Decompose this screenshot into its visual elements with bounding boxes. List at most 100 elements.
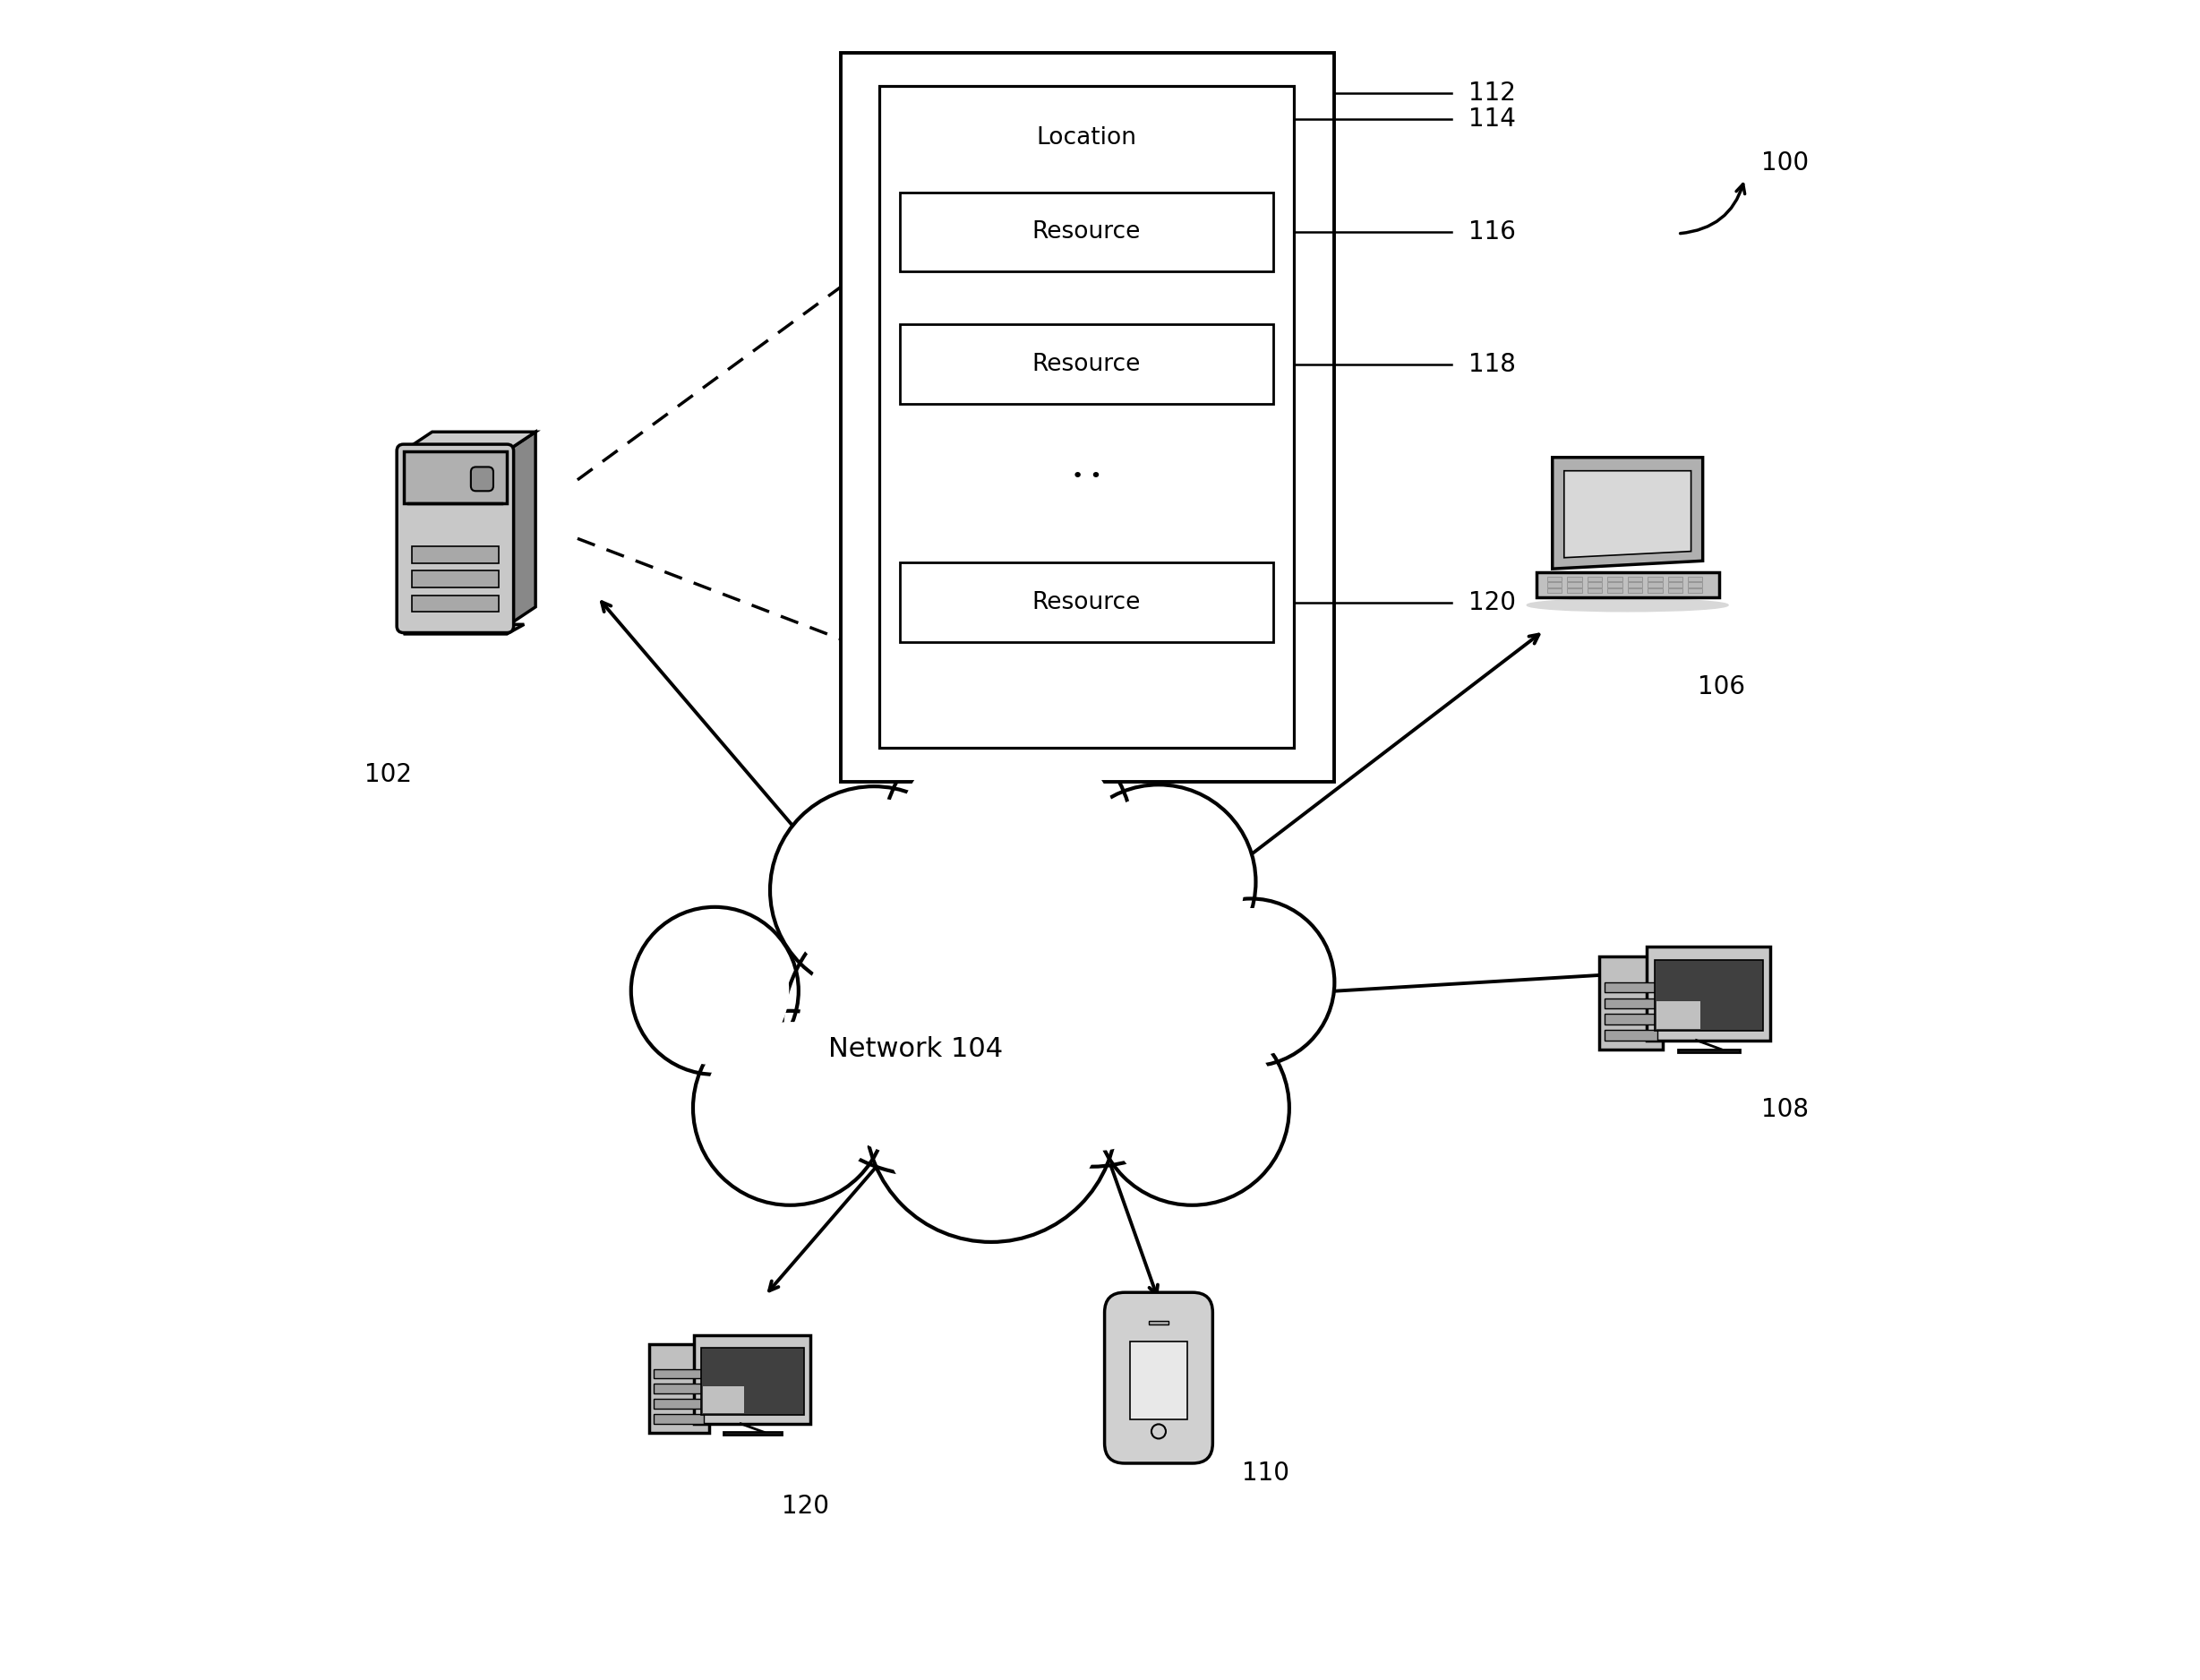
Bar <box>1604 1030 1657 1040</box>
Bar <box>1547 583 1562 586</box>
Circle shape <box>957 899 1225 1166</box>
Text: Resource: Resource <box>1032 591 1142 613</box>
Bar <box>1604 983 1657 993</box>
Bar <box>1608 576 1621 581</box>
Polygon shape <box>1553 457 1703 570</box>
Circle shape <box>1166 899 1335 1067</box>
Text: 100: 100 <box>1762 150 1808 175</box>
Bar <box>900 324 1274 403</box>
Bar <box>1657 1001 1701 1028</box>
Bar <box>1604 998 1657 1008</box>
Bar <box>1599 956 1663 1050</box>
Text: 106: 106 <box>1698 675 1745 699</box>
Bar <box>1628 583 1641 586</box>
Text: 110: 110 <box>1243 1460 1289 1485</box>
Bar <box>1588 576 1602 581</box>
Bar <box>1604 1015 1657 1025</box>
Bar <box>693 1336 812 1423</box>
Circle shape <box>1107 1023 1278 1193</box>
Text: • •: • • <box>1071 467 1102 486</box>
Bar <box>1588 583 1602 586</box>
Bar <box>1668 576 1683 581</box>
Bar <box>1588 588 1602 593</box>
Polygon shape <box>403 432 535 450</box>
Circle shape <box>631 907 799 1075</box>
Bar <box>1608 583 1621 586</box>
Circle shape <box>770 786 977 995</box>
FancyBboxPatch shape <box>396 444 513 633</box>
Bar <box>649 1344 708 1433</box>
Bar <box>1547 588 1562 593</box>
Bar <box>653 1415 704 1423</box>
Ellipse shape <box>1527 598 1729 612</box>
Bar <box>1687 588 1703 593</box>
FancyBboxPatch shape <box>1104 1292 1212 1463</box>
Bar <box>1148 1320 1168 1324</box>
Bar <box>1679 1050 1740 1052</box>
Bar <box>1566 588 1582 593</box>
Text: Resource: Resource <box>1032 353 1142 376</box>
Text: 120: 120 <box>781 1494 829 1519</box>
Text: 116: 116 <box>1467 220 1516 244</box>
Text: 112: 112 <box>1467 81 1516 106</box>
Circle shape <box>1177 909 1324 1057</box>
Circle shape <box>865 991 1118 1242</box>
Ellipse shape <box>1115 1436 1203 1446</box>
Bar <box>880 86 1294 748</box>
Bar <box>1687 576 1703 581</box>
Bar <box>653 1384 704 1394</box>
Circle shape <box>1060 785 1256 979</box>
Text: 120: 120 <box>1467 590 1516 615</box>
Polygon shape <box>506 432 535 627</box>
Bar <box>411 595 499 612</box>
Circle shape <box>1096 1011 1289 1205</box>
Bar <box>411 571 499 588</box>
FancyBboxPatch shape <box>471 467 493 491</box>
Bar <box>1547 576 1562 581</box>
Text: 118: 118 <box>1467 351 1516 376</box>
Circle shape <box>693 1011 887 1205</box>
Bar <box>702 1347 803 1415</box>
Circle shape <box>640 917 788 1065</box>
Bar <box>900 563 1274 642</box>
Bar <box>1654 959 1762 1032</box>
Circle shape <box>781 890 1067 1174</box>
Bar <box>1648 576 1663 581</box>
Bar <box>1668 588 1683 593</box>
Bar <box>1536 571 1718 598</box>
Bar <box>411 546 499 563</box>
Bar <box>403 450 506 504</box>
Bar <box>1566 583 1582 586</box>
Text: Location: Location <box>1036 126 1137 150</box>
Bar <box>653 1399 704 1408</box>
Bar <box>1648 583 1663 586</box>
Bar <box>1608 588 1621 593</box>
Bar <box>1648 948 1771 1040</box>
Text: 108: 108 <box>1762 1097 1808 1122</box>
Bar <box>1668 583 1683 586</box>
Bar <box>1131 1341 1188 1420</box>
Bar <box>1628 576 1641 581</box>
Bar <box>840 52 1335 781</box>
Text: Network 104: Network 104 <box>829 1037 1003 1062</box>
Text: Resource: Resource <box>1032 220 1142 244</box>
Text: 102: 102 <box>365 761 411 786</box>
Circle shape <box>882 714 1133 966</box>
Bar <box>1648 588 1663 593</box>
Circle shape <box>898 729 1118 951</box>
Text: Virtual Environment: Virtual Environment <box>964 86 1212 111</box>
Circle shape <box>704 1023 876 1193</box>
Bar <box>1628 588 1641 593</box>
Circle shape <box>783 800 966 981</box>
Bar <box>1687 583 1703 586</box>
Bar <box>724 1431 781 1435</box>
Bar <box>704 1386 744 1413</box>
Circle shape <box>975 914 1210 1151</box>
Bar <box>900 192 1274 272</box>
Circle shape <box>1074 796 1243 968</box>
Polygon shape <box>1564 470 1692 558</box>
Circle shape <box>799 907 1049 1158</box>
Circle shape <box>880 1006 1102 1226</box>
Polygon shape <box>403 625 524 633</box>
Bar <box>1566 576 1582 581</box>
